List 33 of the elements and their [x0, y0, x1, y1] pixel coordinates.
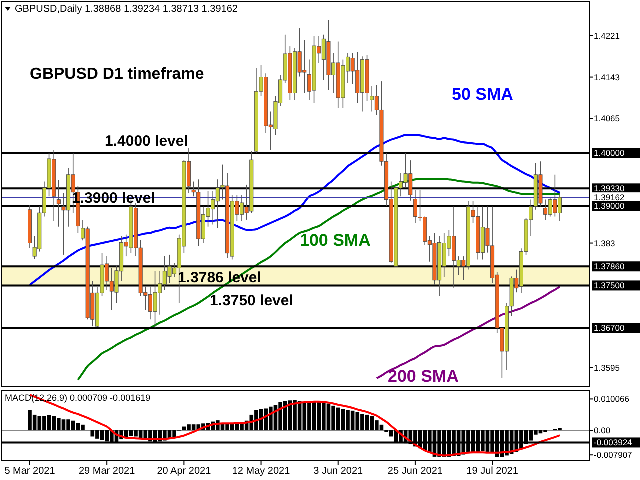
ref-line-label: 1.37500	[594, 280, 625, 291]
ref-line-label: -0.003924	[594, 438, 633, 448]
ref-line-label: 1.39162	[594, 192, 625, 203]
series-label: 100 SMA	[300, 231, 371, 250]
chart-subtitle: GBPUSD,Daily 1.38868 1.39234 1.38713 1.39162	[15, 4, 238, 15]
x-tick-label: 12 May 2021	[232, 466, 291, 477]
text: GBPUSD D1 timeframe	[30, 66, 204, 83]
x-tick-label: 20 Apr 2021	[157, 466, 212, 477]
ref-line-label: 1.37860	[594, 262, 625, 272]
ref-line-label: 1.39000	[594, 201, 625, 212]
x-tick-label: 3 Jun 2021	[314, 466, 364, 477]
y-tick-label: 1.383	[594, 238, 616, 248]
y-tick-label: 1.4065	[594, 114, 620, 124]
candlestick	[413, 190, 418, 224]
y-tick-label: 1.3595	[594, 362, 620, 373]
y-tick-label: 0.00	[594, 425, 611, 436]
x-tick-label: 19 Jul 2021	[466, 466, 519, 477]
series-label: 200 SMA	[388, 367, 459, 386]
ref-line-label: 1.39330	[594, 184, 625, 194]
candlestick	[56, 180, 61, 228]
annotation: 1.4000 level	[105, 133, 188, 150]
x-tick-label: 25 Jun 2021	[388, 466, 444, 477]
y-tick-label: -0.007907	[594, 450, 633, 460]
y-tick-label: 1.4221	[594, 30, 620, 41]
text: 50 SMA	[452, 85, 514, 104]
annotation: 1.3750 level	[210, 292, 294, 310]
line-series	[29, 134, 561, 286]
y-tick-label: 0.010066	[594, 394, 630, 404]
x-tick-label: 5 Mar 2021	[4, 466, 56, 477]
ref-line-label: 1.40000	[594, 148, 625, 158]
y-tick-label: 1.4143	[594, 72, 620, 82]
x-tick-label: 29 Mar 2021	[79, 466, 136, 477]
ref-line-label: 1.36700	[594, 323, 625, 334]
